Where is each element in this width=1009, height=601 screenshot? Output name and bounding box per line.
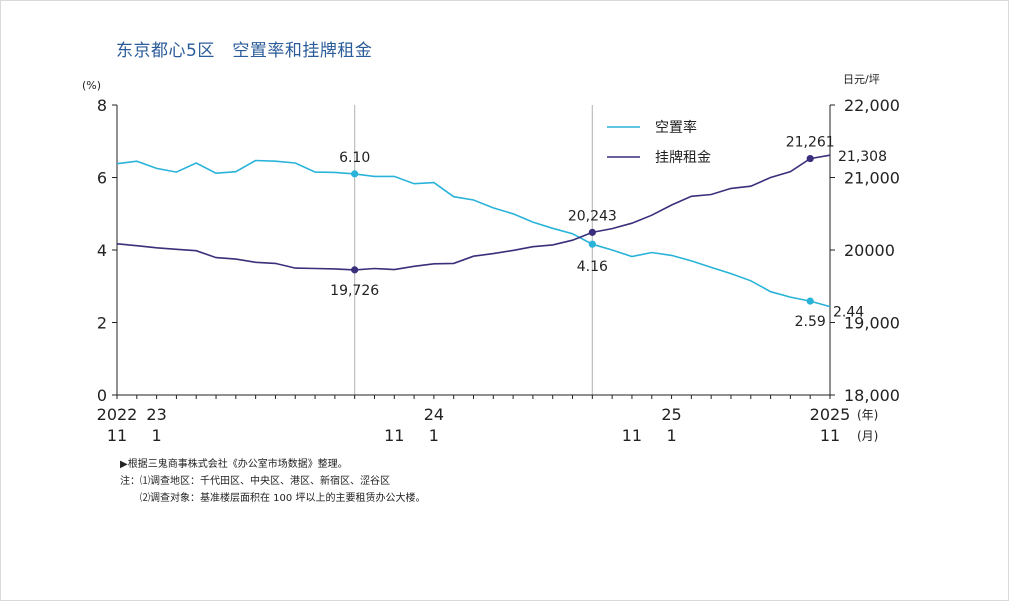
x-month-suffix: (月) (857, 429, 878, 443)
left-tick-label: 6 (97, 169, 107, 188)
vacancy-rate-marker (588, 240, 596, 248)
reference-lines (354, 105, 593, 395)
right-tick-label: 21,000 (844, 169, 900, 188)
rent-marker (351, 266, 359, 274)
x-year-suffix: (年) (857, 408, 878, 422)
vacancy-rate-marker (806, 297, 814, 305)
x-month-label: 11 (622, 426, 642, 445)
left-tick-label: 4 (97, 241, 107, 260)
x-year-label: 25 (661, 405, 681, 424)
left-tick-label: 0 (97, 386, 107, 405)
rent-marker (588, 228, 596, 236)
rent-marker (806, 154, 814, 163)
right-tick-label: 19,000 (844, 314, 900, 333)
left-tick-label: 2 (97, 314, 107, 333)
data-labels: 6.10 19,726 4.16 20,243 2.59 21,261 2.44 21,308 (330, 135, 887, 331)
x-year-label: 2022 (97, 405, 138, 424)
left-tick-label: 8 (97, 96, 107, 115)
rent-label: 19,726 (330, 283, 379, 299)
notes: ▶根据三鬼商事株式会社《办公室市场数据》整理。 注：⑴调查地区：千代田区、中央区… (120, 456, 425, 507)
series-lines (116, 154, 831, 308)
right-tick-label: 22,000 (844, 96, 900, 115)
note-2: ⑵调查对象：基准楼层面积在 100 坪以上的主要租赁办公大楼。 (120, 493, 426, 504)
x-month-label: 11 (820, 426, 840, 445)
x-month-label: 1 (152, 426, 162, 445)
x-month-label: 11 (384, 426, 404, 445)
vacancy-rate-label: 2.59 (795, 314, 826, 330)
vacancy-rate-marker (351, 170, 359, 178)
vacancy-rate-line (116, 159, 831, 308)
markers (351, 154, 814, 305)
x-year-label: 24 (424, 405, 444, 424)
vacancy-rate-label: 6.10 (339, 150, 370, 166)
vacancy-rate-label: 2.44 (833, 305, 864, 321)
legend-label: 空置率 (655, 119, 697, 136)
x-month-label: 1 (429, 426, 439, 445)
right-tick-label: 20000 (844, 241, 895, 260)
rent-line (116, 154, 831, 271)
right-tick-label: 18,000 (844, 386, 900, 405)
source-note: ▶根据三鬼商事株式会社《办公室市场数据》整理。 (120, 459, 348, 470)
left-axis-unit: (%) (82, 79, 101, 92)
note-1: 注：⑴调查地区：千代田区、中央区、港区、新宿区、涩谷区 (120, 476, 390, 487)
x-month-label: 11 (107, 426, 127, 445)
rent-label: 20,243 (568, 208, 617, 224)
rent-label: 21,261 (786, 135, 835, 151)
chart-title: 东京都心5区 空置率和挂牌租金 (116, 41, 373, 61)
legend-label: 挂牌租金 (655, 149, 711, 166)
x-year-label: 2025 (810, 405, 851, 424)
vacancy-rate-label: 4.16 (577, 259, 608, 275)
rent-label: 21,308 (838, 149, 887, 165)
x-month-label: 1 (666, 426, 676, 445)
right-axis-unit: 日元/坪 (843, 73, 880, 86)
x-year-label: 23 (146, 405, 166, 424)
